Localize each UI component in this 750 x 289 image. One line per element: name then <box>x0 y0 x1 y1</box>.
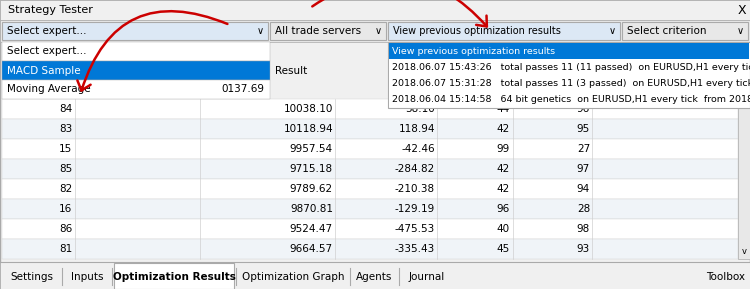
FancyBboxPatch shape <box>114 263 234 289</box>
FancyBboxPatch shape <box>2 22 268 40</box>
Text: Agents: Agents <box>356 271 393 281</box>
FancyBboxPatch shape <box>2 199 738 219</box>
FancyBboxPatch shape <box>389 91 749 107</box>
FancyBboxPatch shape <box>2 219 738 239</box>
Text: 95: 95 <box>577 124 590 134</box>
Text: -475.53: -475.53 <box>394 224 435 234</box>
Text: Optimization Results: Optimization Results <box>112 271 236 281</box>
Text: -335.43: -335.43 <box>394 244 435 254</box>
FancyArrowPatch shape <box>312 0 487 27</box>
Text: ∨: ∨ <box>256 26 263 36</box>
Text: -284.82: -284.82 <box>394 164 435 174</box>
FancyBboxPatch shape <box>2 61 270 80</box>
FancyBboxPatch shape <box>2 119 738 139</box>
Text: 16: 16 <box>58 204 72 214</box>
FancyBboxPatch shape <box>389 75 749 91</box>
Text: Strategy Tester: Strategy Tester <box>8 5 93 15</box>
FancyBboxPatch shape <box>388 22 620 40</box>
Text: All trade servers: All trade servers <box>275 26 362 36</box>
Text: 94: 94 <box>577 184 590 194</box>
Text: 10038.10: 10038.10 <box>284 104 333 114</box>
Text: 99: 99 <box>496 144 510 154</box>
Text: X: X <box>738 3 746 16</box>
Text: 44: 44 <box>496 104 510 114</box>
Text: View previous optimization results: View previous optimization results <box>393 26 561 36</box>
Text: Settings: Settings <box>10 271 54 281</box>
Text: 27: 27 <box>577 144 590 154</box>
FancyBboxPatch shape <box>2 139 738 159</box>
Text: v: v <box>742 247 746 255</box>
Text: 28: 28 <box>577 204 590 214</box>
Text: 9664.57: 9664.57 <box>290 244 333 254</box>
Text: Select criterion: Select criterion <box>627 26 706 36</box>
Text: ∨: ∨ <box>374 26 382 36</box>
Text: Inputs: Inputs <box>71 271 104 281</box>
Text: ∨: ∨ <box>608 26 616 36</box>
Text: 83: 83 <box>58 124 72 134</box>
Text: -129.19: -129.19 <box>394 204 435 214</box>
Text: Toolbox: Toolbox <box>706 271 745 281</box>
Text: 38.10: 38.10 <box>405 104 435 114</box>
FancyBboxPatch shape <box>0 0 750 20</box>
Text: View previous optimization results: View previous optimization results <box>392 47 555 55</box>
Text: 96: 96 <box>496 204 510 214</box>
FancyBboxPatch shape <box>389 43 749 59</box>
FancyBboxPatch shape <box>2 99 738 119</box>
Text: 81: 81 <box>58 244 72 254</box>
Text: 96: 96 <box>577 104 590 114</box>
Text: 42: 42 <box>496 184 510 194</box>
Text: 9870.81: 9870.81 <box>290 204 333 214</box>
Text: ∨: ∨ <box>736 26 743 36</box>
FancyArrowPatch shape <box>77 11 227 90</box>
Text: 9715.18: 9715.18 <box>290 164 333 174</box>
FancyBboxPatch shape <box>0 262 750 289</box>
Text: 84: 84 <box>58 104 72 114</box>
FancyBboxPatch shape <box>2 80 270 99</box>
FancyBboxPatch shape <box>389 59 749 75</box>
FancyBboxPatch shape <box>2 159 738 179</box>
Text: -42.46: -42.46 <box>401 144 435 154</box>
Text: 45: 45 <box>496 244 510 254</box>
Text: 2018.06.04 15:14:58   64 bit genetics  on EURUSD,H1 every tick  from 2018.: 2018.06.04 15:14:58 64 bit genetics on E… <box>392 95 750 103</box>
Text: 98: 98 <box>577 224 590 234</box>
Text: 42: 42 <box>496 164 510 174</box>
Text: Result: Result <box>275 66 308 75</box>
Text: MACD Sample: MACD Sample <box>7 66 81 75</box>
Text: 97: 97 <box>577 164 590 174</box>
Text: 42: 42 <box>496 124 510 134</box>
FancyBboxPatch shape <box>622 22 748 40</box>
Text: 82: 82 <box>58 184 72 194</box>
FancyBboxPatch shape <box>2 239 738 259</box>
Text: 118.94: 118.94 <box>398 124 435 134</box>
Text: 86: 86 <box>58 224 72 234</box>
Text: 2018.06.07 15:31:28   total passes 11 (3 passed)  on EURUSD,H1 every tick: 2018.06.07 15:31:28 total passes 11 (3 p… <box>392 79 750 88</box>
Text: Journal: Journal <box>409 271 445 281</box>
Text: 40: 40 <box>496 224 510 234</box>
Text: 10118.94: 10118.94 <box>284 124 333 134</box>
Text: 85: 85 <box>58 164 72 174</box>
Text: Select expert...: Select expert... <box>7 47 86 57</box>
FancyBboxPatch shape <box>2 42 270 61</box>
Text: 9789.62: 9789.62 <box>290 184 333 194</box>
Text: Moving Average: Moving Average <box>7 84 91 95</box>
FancyBboxPatch shape <box>738 99 750 259</box>
FancyBboxPatch shape <box>270 22 386 40</box>
Text: 9524.47: 9524.47 <box>290 224 333 234</box>
FancyBboxPatch shape <box>2 179 738 199</box>
Text: 2018.06.07 15:43:26   total passes 11 (11 passed)  on EURUSD,H1 every tic: 2018.06.07 15:43:26 total passes 11 (11 … <box>392 62 750 71</box>
FancyBboxPatch shape <box>0 20 750 42</box>
FancyBboxPatch shape <box>388 42 750 108</box>
Text: Select expert...: Select expert... <box>7 26 86 36</box>
Text: 0137.69: 0137.69 <box>221 84 264 95</box>
Text: Optimization Graph: Optimization Graph <box>242 271 344 281</box>
Text: -210.38: -210.38 <box>394 184 435 194</box>
Text: 93: 93 <box>577 244 590 254</box>
Text: 15: 15 <box>58 144 72 154</box>
Text: 9957.54: 9957.54 <box>290 144 333 154</box>
